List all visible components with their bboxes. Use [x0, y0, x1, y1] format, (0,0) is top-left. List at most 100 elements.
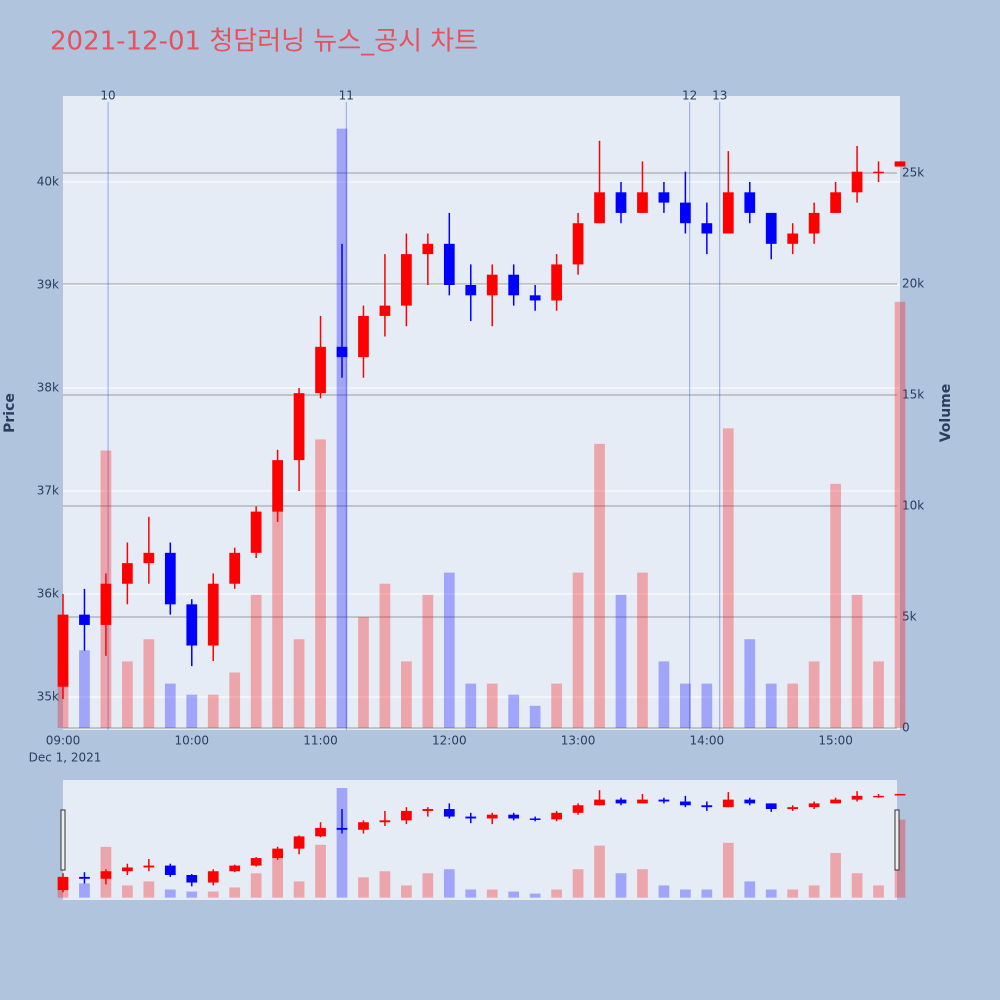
volume-bar	[529, 705, 541, 729]
candle-body	[808, 803, 820, 808]
candle-body	[315, 346, 326, 394]
candle-body	[293, 393, 305, 461]
candle-body	[186, 875, 198, 883]
candle-body	[894, 793, 906, 796]
volume-bar	[744, 639, 756, 729]
range-handle[interactable]	[60, 809, 66, 871]
volume-bar	[315, 844, 326, 898]
candle-body	[143, 552, 155, 564]
volume-bar	[164, 889, 176, 898]
event-label: 10	[100, 89, 115, 103]
candle-body	[100, 871, 112, 879]
volume-bar	[830, 483, 841, 729]
volume-bar	[293, 639, 305, 729]
candle-body	[637, 799, 648, 804]
volume-bar	[787, 683, 799, 729]
volume-bar	[486, 889, 498, 898]
event-label: 13	[712, 89, 727, 103]
candle-body	[572, 223, 584, 265]
y2-tick-label: 25k	[902, 166, 924, 180]
y2-tick-label: 15k	[902, 388, 924, 402]
candle-body	[808, 212, 820, 234]
candle-body	[486, 814, 498, 819]
volume-bar	[229, 672, 241, 729]
volume-bar	[744, 881, 756, 898]
x-tick-label: 10:00	[174, 734, 209, 748]
volume-bar	[272, 857, 283, 898]
candle-body	[830, 799, 841, 804]
volume-bar	[229, 887, 241, 898]
candle-body	[358, 315, 369, 358]
candle-body	[379, 820, 391, 823]
candle-body	[486, 274, 498, 296]
candle-body	[358, 822, 369, 830]
volume-bar	[379, 583, 391, 729]
candle-body	[79, 614, 90, 625]
candle-body	[465, 285, 477, 296]
volume-bar	[293, 881, 305, 898]
candle-body	[615, 799, 627, 804]
volume-bar	[551, 683, 562, 729]
candle-body	[873, 795, 884, 798]
volume-bar	[808, 885, 820, 898]
candle-body	[122, 563, 133, 584]
x-tick-label: 13:00	[561, 734, 596, 748]
volume-bar	[637, 572, 648, 729]
candle-body	[164, 865, 176, 876]
volume-bar	[250, 594, 262, 729]
volume-bar	[765, 889, 777, 898]
volume-bar	[336, 128, 348, 729]
x-tick-label: 11:00	[303, 734, 338, 748]
candle-body	[851, 171, 863, 193]
x-tick-label: 12:00	[432, 734, 467, 748]
y-axis-title: Price	[2, 393, 18, 433]
y-tick-label: 40k	[37, 175, 59, 189]
volume-bar	[894, 301, 906, 729]
volume-bar	[765, 683, 777, 729]
candle-body	[701, 805, 713, 808]
range-handle[interactable]	[894, 809, 900, 871]
candle-body	[250, 858, 262, 866]
candle-body	[529, 295, 541, 301]
rangeslider[interactable]	[63, 780, 897, 900]
candle-body	[293, 836, 305, 849]
volume-bar	[401, 661, 412, 729]
volume-bar	[401, 885, 412, 898]
volume-bar	[250, 873, 262, 898]
candle-body	[873, 171, 884, 174]
volume-bar	[851, 594, 863, 729]
candle-body	[229, 552, 241, 584]
candle-body	[443, 243, 455, 286]
candle-body	[122, 867, 133, 872]
volume-bar	[572, 572, 584, 729]
y-tick-label: 37k	[37, 484, 59, 498]
volume-bar	[315, 439, 326, 729]
candle-body	[551, 812, 562, 820]
volume-bar	[358, 877, 369, 898]
volume-bar	[336, 787, 348, 898]
volume-bar	[465, 683, 477, 729]
volume-bar	[658, 885, 670, 898]
x-tick-label: 15:00	[818, 734, 853, 748]
volume-bar	[873, 661, 884, 729]
volume-bar	[486, 683, 498, 729]
volume-bar	[637, 869, 648, 898]
candle-body	[744, 192, 756, 213]
volume-bar	[272, 506, 283, 729]
candle-body	[164, 552, 176, 605]
candle-body	[207, 583, 219, 646]
volume-bar	[79, 650, 90, 729]
candle-body	[143, 865, 155, 868]
candle-body	[680, 801, 691, 806]
candle-body	[100, 583, 112, 625]
volume-bar	[79, 883, 90, 898]
candle-body	[787, 807, 799, 810]
plot-area	[63, 96, 900, 730]
volume-bar	[722, 428, 734, 729]
candle-body	[422, 243, 434, 255]
volume-bar	[508, 891, 520, 898]
volume-bar	[207, 891, 219, 898]
volume-bar	[186, 891, 198, 898]
candle-body	[336, 346, 348, 358]
